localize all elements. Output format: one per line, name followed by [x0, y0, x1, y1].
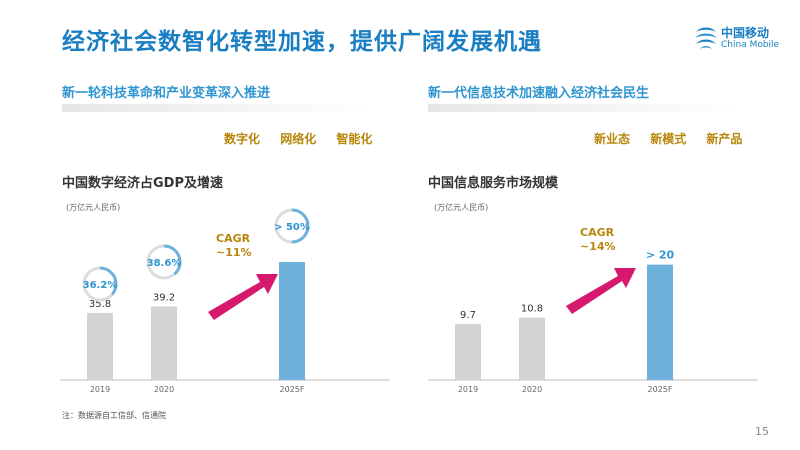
chart1-share-label-2020: 38.6% — [147, 258, 182, 269]
chart1-category-2025f: 2025F — [280, 385, 305, 394]
right-tags: 新业态 新模式 新产品 — [578, 130, 742, 147]
chart2-value-2025f: > 20 — [646, 249, 675, 262]
chart1-growth-arrow — [208, 274, 278, 320]
chart2-bar-2025f — [647, 264, 673, 380]
chart1-bar-2025f — [279, 262, 305, 380]
chart2-cagr: CAGR ~14% — [580, 226, 616, 254]
chart1-unit: (万亿元人民币) — [66, 203, 121, 212]
logo-icon — [695, 27, 717, 49]
source-note: 注：数据源自工信部、信通院 — [62, 411, 166, 420]
chart1-cagr-label: CAGR — [216, 232, 251, 245]
chart1-share-ring-2020: 38.6% — [146, 244, 182, 280]
chart2-value-2020: 10.8 — [521, 304, 543, 315]
page-number: 15 — [755, 425, 769, 438]
tag-new-business: 新业态 — [594, 132, 631, 146]
china-mobile-logo: 中国移动 China Mobile — [693, 24, 793, 56]
chart2-cagr-value: ~14% — [580, 240, 616, 253]
chart2-category-2025f: 2025F — [648, 385, 673, 394]
chart1-share-label-2019: 36.2% — [83, 280, 118, 291]
chart1-cagr-value: ~11% — [216, 246, 252, 259]
chart2-unit: (万亿元人民币) — [434, 203, 489, 212]
tag-intelligence: 智能化 — [336, 132, 373, 146]
right-section-divider — [428, 104, 738, 112]
chart1-category-2020: 2020 — [154, 385, 174, 394]
chart2-bar-2019 — [455, 324, 481, 380]
tag-new-model: 新模式 — [650, 132, 687, 146]
chart1-cagr: CAGR ~11% — [216, 232, 252, 260]
chart1-value-2019: 35.8 — [89, 299, 111, 310]
logo-text-cn: 中国移动 — [721, 26, 770, 40]
chart1-bar-2020 — [151, 306, 177, 380]
chart2-bar-2020 — [519, 317, 545, 380]
chart1-bar-2019 — [87, 312, 113, 380]
chart1-share-ring-fill-2020 — [146, 244, 182, 280]
chart1-digital-economy: 35.8 39.2 2019 2020 2025F 36.2% 38.6% > … — [60, 208, 390, 394]
chart2-cagr-label: CAGR — [580, 226, 615, 239]
chart1-value-2020: 39.2 — [153, 293, 175, 304]
chart2-value-2019: 9.7 — [460, 310, 476, 321]
chart1-share-label-2025f: > 50% — [274, 222, 310, 233]
logo-text-en: China Mobile — [721, 40, 780, 50]
left-tags: 数字化 网络化 智能化 — [208, 130, 372, 147]
chart1-share-ring-fill-2025f — [274, 208, 310, 244]
chart1-title: 中国数字经济占GDP及增速 — [62, 176, 223, 191]
chart1-share-ring-2025f: > 50% — [274, 208, 310, 244]
chart1-share-ring-2019: 36.2% — [82, 266, 118, 302]
tag-new-product: 新产品 — [706, 132, 743, 146]
chart2-title: 中国信息服务市场规模 — [428, 176, 559, 191]
right-section-heading: 新一代信息技术加速融入经济社会民生 — [428, 86, 650, 101]
chart2-growth-arrow — [566, 268, 636, 314]
left-section-divider — [62, 104, 372, 112]
chart2-category-2020: 2020 — [522, 385, 542, 394]
tag-networking: 网络化 — [280, 132, 317, 146]
chart2-info-service-market: 9.7 10.8 > 20 2019 2020 2025F — [428, 249, 758, 394]
chart2-category-2019: 2019 — [458, 385, 478, 394]
chart1-share-ring-fill-2019 — [82, 266, 118, 302]
left-section-heading: 新一轮科技革命和产业变革深入推进 — [62, 86, 271, 101]
page-title: 经济社会数智化转型加速，提供广阔发展机遇 — [62, 29, 542, 55]
chart1-category-2019: 2019 — [90, 385, 110, 394]
tag-digitalization: 数字化 — [224, 132, 261, 146]
